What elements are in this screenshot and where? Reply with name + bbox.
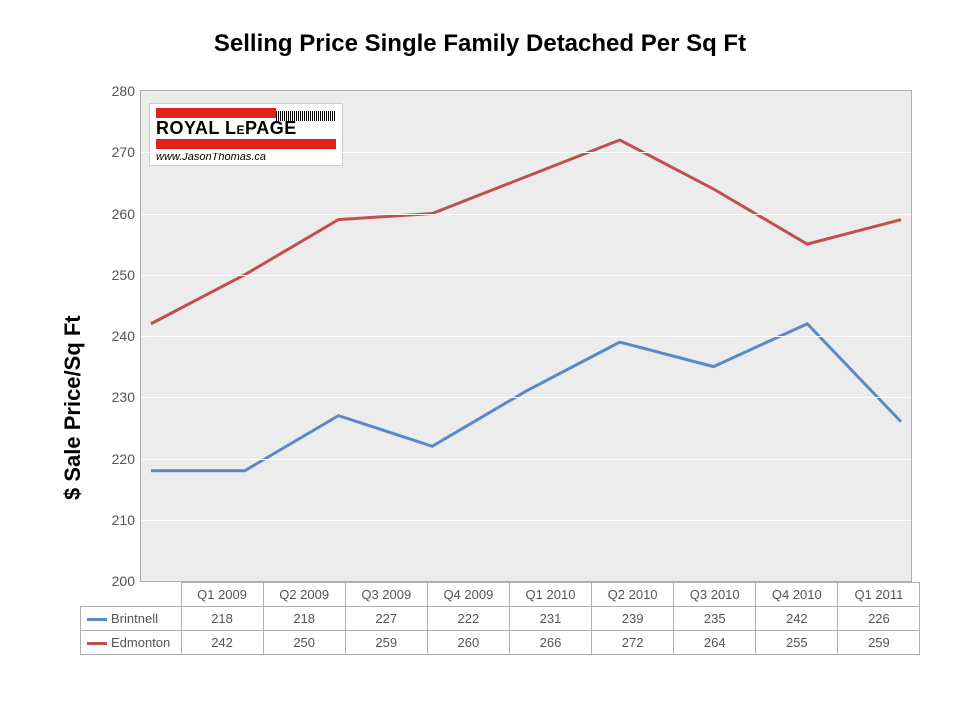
gridline <box>141 336 911 337</box>
data-cell: 242 <box>181 631 263 655</box>
data-cell: 260 <box>427 631 509 655</box>
data-cell: 239 <box>592 607 674 631</box>
y-tick-label: 250 <box>112 267 135 283</box>
data-cell: 218 <box>263 607 345 631</box>
data-cell: 255 <box>756 631 838 655</box>
legend-marker <box>87 642 107 645</box>
data-cell: 259 <box>345 631 427 655</box>
royal-lepage-logo: ROYAL LEPAGE www.JasonThomas.ca <box>149 103 343 166</box>
x-category-header: Q3 2009 <box>345 583 427 607</box>
data-cell: 242 <box>756 607 838 631</box>
series-name-cell: Edmonton <box>81 631 182 655</box>
table-header-row: Q1 2009Q2 2009Q3 2009Q4 2009Q1 2010Q2 20… <box>81 583 920 607</box>
x-category-header: Q1 2011 <box>838 583 920 607</box>
x-category-header: Q2 2009 <box>263 583 345 607</box>
data-cell: 218 <box>181 607 263 631</box>
y-axis-title: $ Sale Price/Sq Ft <box>60 315 86 500</box>
x-category-header: Q1 2009 <box>181 583 263 607</box>
x-category-header: Q4 2009 <box>427 583 509 607</box>
series-line-edmonton <box>151 140 901 324</box>
logo-text-part2: PAGE <box>245 118 297 139</box>
gridline <box>141 459 911 460</box>
series-name-label: Brintnell <box>111 611 158 626</box>
y-tick-label: 230 <box>112 389 135 405</box>
y-tick-label: 240 <box>112 328 135 344</box>
gridline <box>141 397 911 398</box>
y-tick-label: 260 <box>112 206 135 222</box>
chart-title: Selling Price Single Family Detached Per… <box>40 30 920 58</box>
gridline <box>141 520 911 521</box>
data-cell: 226 <box>838 607 920 631</box>
data-cell: 266 <box>509 631 591 655</box>
data-cell: 250 <box>263 631 345 655</box>
legend-marker <box>87 618 107 621</box>
data-cell: 235 <box>674 607 756 631</box>
gridline <box>141 214 911 215</box>
data-cell: 227 <box>345 607 427 631</box>
plot-area: ROYAL LEPAGE www.JasonThomas.ca 20021022… <box>140 90 912 582</box>
table-row: Brintnell218218227222231239235242226 <box>81 607 920 631</box>
logo-text: ROYAL LEPAGE <box>156 118 336 139</box>
logo-red-bar-top <box>156 108 276 118</box>
data-cell: 272 <box>592 631 674 655</box>
y-tick-label: 210 <box>112 512 135 528</box>
logo-red-bar-bottom <box>156 139 336 149</box>
chart-data-table: Q1 2009Q2 2009Q3 2009Q4 2009Q1 2010Q2 20… <box>80 582 920 655</box>
logo-text-small-e: E <box>237 123 246 137</box>
gridline <box>141 275 911 276</box>
y-tick-label: 220 <box>112 451 135 467</box>
x-category-header: Q4 2010 <box>756 583 838 607</box>
series-name-cell: Brintnell <box>81 607 182 631</box>
data-cell: 264 <box>674 631 756 655</box>
data-cell: 231 <box>509 607 591 631</box>
y-tick-label: 270 <box>112 144 135 160</box>
logo-text-part1: ROYAL L <box>156 118 237 139</box>
y-tick-label: 280 <box>112 83 135 99</box>
table-row: Edmonton242250259260266272264255259 <box>81 631 920 655</box>
x-category-header: Q3 2010 <box>674 583 756 607</box>
x-category-header: Q1 2010 <box>509 583 591 607</box>
x-category-header: Q2 2010 <box>592 583 674 607</box>
gridline <box>141 152 911 153</box>
data-cell: 222 <box>427 607 509 631</box>
series-name-label: Edmonton <box>111 635 170 650</box>
table-header-blank <box>81 583 182 607</box>
chart-container: Selling Price Single Family Detached Per… <box>40 20 920 700</box>
data-cell: 259 <box>838 631 920 655</box>
logo-barcode-stripes <box>276 108 336 118</box>
